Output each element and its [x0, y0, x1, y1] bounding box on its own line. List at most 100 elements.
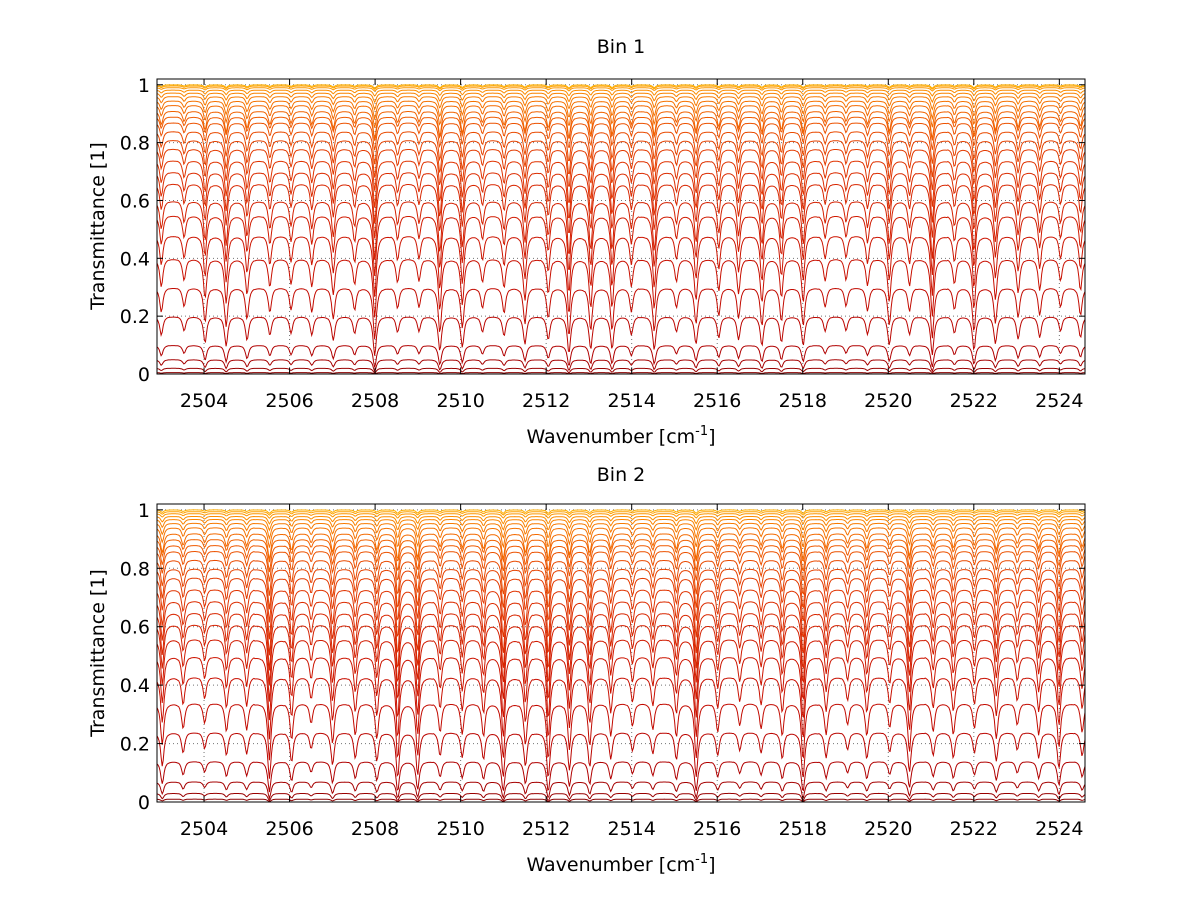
- x-axis-label-suffix: ]: [708, 426, 715, 448]
- x-tick-label: 2518: [779, 390, 827, 412]
- axes-frame: [156, 503, 1086, 803]
- x-axis-label-superscript: -1: [695, 424, 708, 439]
- x-tick-label: 2510: [436, 390, 484, 412]
- chart-title: Bin 1: [597, 36, 645, 58]
- series-line: [156, 359, 1086, 373]
- x-tick-label: 2504: [180, 818, 228, 840]
- y-tick-label: 0.4: [120, 675, 150, 697]
- series-line: [156, 589, 1086, 640]
- panel-bin-2: 2504 2506 2508 2510 2512 2514 2516 2518 2520 2522…: [87, 464, 1086, 876]
- series-line: [156, 316, 1086, 356]
- series-line: [156, 367, 1086, 374]
- series-line: [156, 259, 1086, 318]
- series-line: [156, 345, 1086, 368]
- x-tick-label: 2508: [351, 390, 399, 412]
- series-line: [156, 515, 1086, 525]
- series-line: [156, 518, 1086, 532]
- series-line: [156, 160, 1086, 208]
- series-line: [156, 513, 1086, 519]
- x-tick-label: 2510: [436, 818, 484, 840]
- series-line: [156, 798, 1086, 803]
- x-tick-label: 2522: [950, 818, 998, 840]
- series-line: [156, 96, 1086, 111]
- y-tick-label: 0.8: [120, 558, 150, 580]
- series-line: [156, 236, 1086, 297]
- x-tick-label: 2506: [265, 390, 313, 412]
- series-line: [156, 639, 1086, 702]
- series-line: [156, 527, 1086, 549]
- series-line: [156, 92, 1086, 104]
- series-line: [156, 100, 1086, 121]
- x-tick-label: 2508: [351, 818, 399, 840]
- series-line: [156, 89, 1086, 97]
- series-line: [156, 215, 1086, 276]
- x-axis-label: Wavenumber [cm-1]: [526, 424, 715, 448]
- series-line: [156, 172, 1086, 224]
- series-line: [156, 577, 1086, 623]
- series-line: [156, 613, 1086, 671]
- series-line: [156, 87, 1086, 92]
- x-axis-label-main: Wavenumber [cm: [526, 426, 695, 448]
- series-line: [156, 533, 1086, 560]
- x-tick-label: 2520: [864, 818, 912, 840]
- x-tick-label: 2518: [779, 818, 827, 840]
- series-line: [156, 624, 1086, 685]
- series-line: [156, 131, 1086, 165]
- chart-title: Bin 2: [597, 464, 645, 486]
- series-line: [156, 509, 1086, 514]
- y-tick-label: 0.4: [120, 248, 150, 270]
- y-tick-label: 0.6: [120, 617, 150, 639]
- x-axis-label-main: Wavenumber [cm: [526, 854, 695, 876]
- y-tick-label: 0: [138, 364, 150, 386]
- x-tick-label: 2516: [693, 390, 741, 412]
- x-axis-label-suffix: ]: [708, 854, 715, 876]
- series-line: [156, 511, 1086, 516]
- series-line: [156, 148, 1086, 191]
- x-tick-label: 2506: [265, 818, 313, 840]
- series-line: [156, 522, 1086, 541]
- series-line: [157, 372, 1085, 375]
- ticks: 2504 2506 2508 2510 2512 2514 2516 2518 2520 2522…: [120, 500, 1085, 840]
- panel-bin-1: 2504 2506 2508 2510 2512 2514 2516 2518 2520 2522…: [87, 36, 1086, 448]
- y-tick-label: 1: [138, 500, 150, 522]
- series-line: [156, 545, 1086, 573]
- series-line: [156, 105, 1086, 128]
- series-group: [156, 509, 1086, 803]
- x-tick-label: 2512: [522, 390, 570, 412]
- series-line: [156, 656, 1086, 721]
- series-line: [156, 85, 1086, 90]
- series-line: [156, 568, 1086, 610]
- series-line: [156, 761, 1086, 793]
- series-line: [156, 732, 1086, 779]
- series-line: [156, 550, 1086, 582]
- ticks: 2504 2506 2508 2510 2512 2514 2516 2518 2520 2522…: [120, 75, 1085, 412]
- x-tick-label: 2516: [693, 818, 741, 840]
- x-tick-label: 2520: [864, 390, 912, 412]
- series-line: [156, 539, 1086, 563]
- x-tick-label: 2524: [1035, 390, 1083, 412]
- y-tick-label: 1: [138, 75, 150, 97]
- y-tick-label: 0.6: [120, 190, 150, 212]
- y-tick-label: 0.8: [120, 133, 150, 155]
- axes-frame: [156, 78, 1086, 375]
- x-tick-label: 2524: [1035, 818, 1083, 840]
- x-axis-label: Wavenumber [cm-1]: [526, 852, 715, 876]
- y-tick-label: 0: [138, 792, 150, 814]
- series-line: [156, 792, 1086, 802]
- plot-area: [157, 504, 1085, 802]
- series-line: [156, 122, 1086, 151]
- series-line: [156, 84, 1086, 89]
- x-tick-label: 2512: [522, 818, 570, 840]
- series-line: [156, 677, 1086, 740]
- y-axis-label: Transmittance [1]: [87, 569, 109, 738]
- series-line: [156, 781, 1086, 801]
- x-tick-label: 2504: [180, 390, 228, 412]
- series-line: [156, 287, 1086, 340]
- x-tick-label: 2514: [608, 390, 656, 412]
- y-tick-label: 0.2: [120, 734, 150, 756]
- y-axis-label: Transmittance [1]: [87, 142, 109, 311]
- x-tick-label: 2514: [608, 818, 656, 840]
- x-tick-label: 2522: [950, 390, 998, 412]
- series-line: [156, 111, 1086, 140]
